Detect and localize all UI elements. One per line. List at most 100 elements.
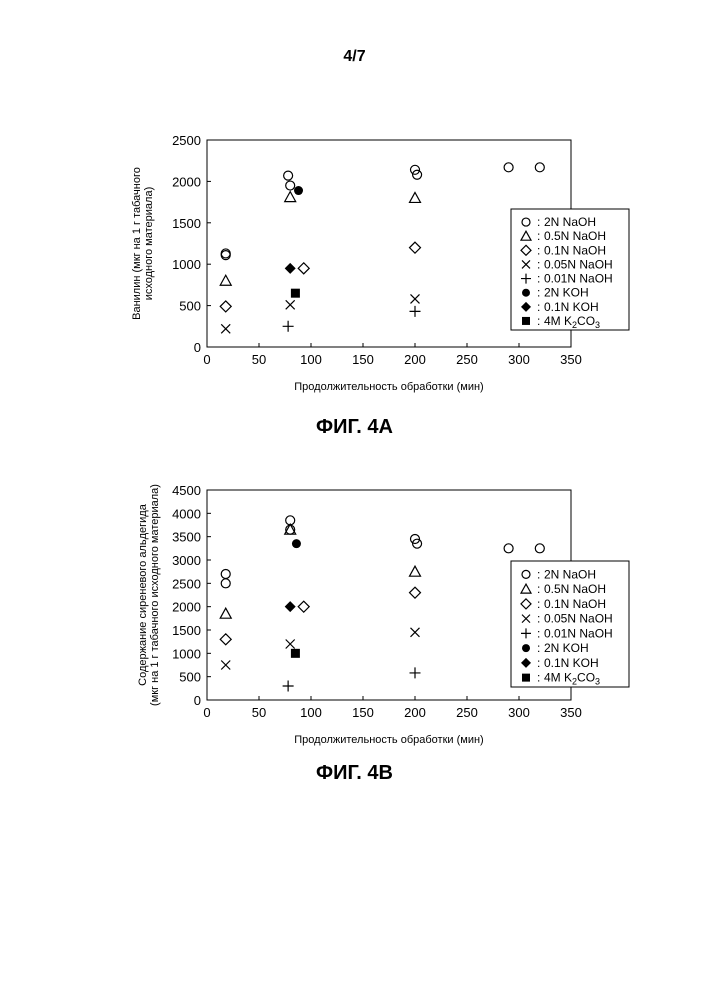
x-tick-label: 300	[508, 705, 530, 720]
series-4m-k2co3	[291, 649, 300, 658]
x-tick-label: 350	[560, 352, 582, 367]
figure-caption-a: ФИГ. 4А	[0, 416, 709, 439]
legend-marker	[522, 289, 530, 297]
series-2n-naoh	[221, 163, 544, 260]
series-2n-koh	[294, 186, 303, 195]
legend-separator: :	[537, 257, 540, 271]
data-point	[284, 171, 293, 180]
legend-label: 2N NaOH	[544, 567, 596, 581]
legend-separator: :	[537, 286, 540, 300]
x-tick-label: 250	[456, 705, 478, 720]
data-point	[535, 163, 544, 172]
y-axis-label: Содержание сиреневого альдегида	[137, 503, 149, 686]
y-tick-label: 2000	[172, 600, 201, 615]
series-0-01n-naoh	[283, 667, 421, 691]
y-tick-label: 4500	[172, 483, 201, 498]
data-point	[221, 579, 230, 588]
legend-separator: :	[537, 567, 540, 581]
figure-caption-b: ФИГ. 4В	[0, 762, 709, 785]
y-tick-label: 500	[179, 670, 201, 685]
y-tick-label: 2000	[172, 174, 201, 189]
legend-label: 0.1N NaOH	[544, 243, 606, 257]
legend: :2N NaOH:0.5N NaOH:0.1N NaOH:0.05N NaOH:…	[511, 209, 629, 330]
data-point	[298, 263, 309, 274]
legend-label: 0.5N NaOH	[544, 229, 606, 243]
y-axis-label: Ванилин (мкг на 1 г табачного	[131, 167, 143, 320]
legend-label: 0.1N KOH	[544, 656, 599, 670]
series-0-1n-naoh	[220, 242, 420, 312]
data-point	[411, 628, 420, 637]
y-tick-label: 1000	[172, 257, 201, 272]
y-tick-label: 2500	[172, 133, 201, 148]
data-point	[220, 608, 231, 618]
y-tick-label: 1000	[172, 646, 201, 661]
series-0-1n-koh	[285, 601, 296, 612]
data-point	[221, 570, 230, 579]
data-point	[285, 192, 296, 202]
y-tick-label: 4000	[172, 506, 201, 521]
y-tick-label: 1500	[172, 623, 201, 638]
legend-separator: :	[537, 243, 540, 257]
series-0-05n-naoh	[221, 294, 419, 333]
x-tick-label: 250	[456, 352, 478, 367]
data-point	[283, 681, 294, 692]
y-axis-label: (мкг на 1 г табачного исходного материал…	[149, 484, 161, 706]
x-tick-label: 350	[560, 705, 582, 720]
y-tick-label: 0	[194, 693, 201, 708]
data-point	[292, 539, 301, 548]
legend-label: 0.05N NaOH	[544, 612, 613, 626]
series-0-01n-naoh	[283, 306, 421, 332]
x-axis-label: Продолжительность обработки (мин)	[294, 734, 483, 746]
legend-label: 0.1N KOH	[544, 300, 599, 314]
legend-marker	[522, 674, 530, 682]
x-tick-label: 200	[404, 705, 426, 720]
legend-separator: :	[537, 612, 540, 626]
legend-separator: :	[537, 314, 540, 328]
chart-b: 0501001502002503003500500100015002000250…	[0, 470, 709, 760]
legend-separator: :	[537, 626, 540, 640]
page-number: 4/7	[0, 48, 709, 66]
legend-label: 0.01N NaOH	[544, 272, 613, 286]
data-point	[220, 301, 231, 312]
legend-marker	[522, 644, 530, 652]
legend-label: 2N KOH	[544, 641, 589, 655]
legend-separator: :	[537, 656, 540, 670]
data-point	[220, 634, 231, 645]
legend-marker	[522, 317, 530, 325]
data-point	[285, 263, 296, 274]
x-tick-label: 0	[203, 705, 210, 720]
x-tick-label: 150	[352, 705, 374, 720]
legend-separator: :	[537, 641, 540, 655]
data-point	[221, 324, 230, 333]
legend-label: 0.05N NaOH	[544, 257, 613, 271]
x-tick-label: 100	[300, 705, 322, 720]
data-point	[535, 544, 544, 553]
data-point	[286, 640, 295, 649]
series-0-1n-naoh	[220, 587, 420, 645]
y-tick-label: 3000	[172, 553, 201, 568]
data-point	[291, 289, 300, 298]
data-point	[286, 181, 295, 190]
legend: :2N NaOH:0.5N NaOH:0.1N NaOH:0.05N NaOH:…	[511, 561, 629, 687]
x-tick-label: 100	[300, 352, 322, 367]
legend-label: 0.1N NaOH	[544, 597, 606, 611]
data-point	[286, 300, 295, 309]
y-axis-label: исходного материала)	[143, 187, 155, 301]
series-0-1n-koh	[285, 263, 296, 274]
data-point	[291, 649, 300, 658]
legend-label: 0.01N NaOH	[544, 626, 613, 640]
data-point	[410, 192, 421, 202]
legend-separator: :	[537, 272, 540, 286]
data-point	[298, 601, 309, 612]
data-point	[221, 661, 230, 670]
series-2n-koh	[292, 539, 301, 548]
data-point	[504, 163, 513, 172]
y-tick-label: 3500	[172, 530, 201, 545]
y-tick-label: 1500	[172, 216, 201, 231]
legend-separator: :	[537, 215, 540, 229]
legend-separator: :	[537, 671, 540, 685]
legend-separator: :	[537, 582, 540, 596]
chart-a: 0501001502002503003500500100015002000250…	[0, 120, 709, 410]
series-0-05n-naoh	[221, 628, 419, 670]
legend-separator: :	[537, 229, 540, 243]
